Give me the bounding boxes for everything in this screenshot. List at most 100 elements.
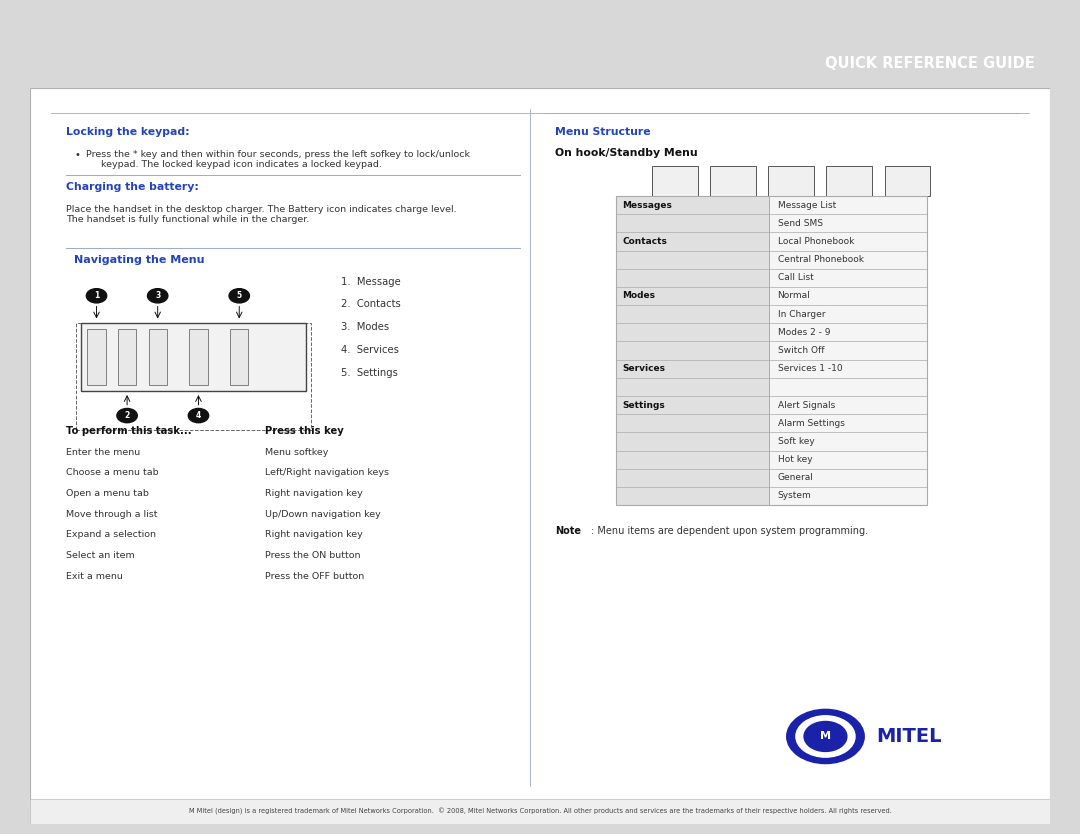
Bar <box>711 166 756 196</box>
Circle shape <box>229 289 249 303</box>
Text: 1.  Message: 1. Message <box>341 277 401 287</box>
Text: Open a menu tab: Open a menu tab <box>66 489 149 498</box>
Text: Services 1 -10: Services 1 -10 <box>778 364 842 373</box>
Text: Move through a list: Move through a list <box>66 510 158 519</box>
Text: Locking the keypad:: Locking the keypad: <box>66 127 190 137</box>
Bar <box>769 432 928 450</box>
Text: Navigating the Menu: Navigating the Menu <box>75 255 204 265</box>
Bar <box>769 341 928 359</box>
Text: Call List: Call List <box>778 274 813 282</box>
Text: 1: 1 <box>94 291 99 300</box>
Text: Up/Down navigation key: Up/Down navigation key <box>265 510 380 519</box>
Text: •: • <box>75 149 80 159</box>
Text: In Charger: In Charger <box>778 309 825 319</box>
Circle shape <box>188 409 208 423</box>
Bar <box>826 166 873 196</box>
Circle shape <box>148 289 167 303</box>
Bar <box>768 166 814 196</box>
Bar <box>617 341 769 359</box>
Bar <box>617 469 769 487</box>
Bar <box>769 450 928 469</box>
Text: MITEL: MITEL <box>877 727 942 746</box>
Bar <box>87 329 106 385</box>
Circle shape <box>86 289 107 303</box>
Text: 3: 3 <box>156 291 160 300</box>
Text: Expand a selection: Expand a selection <box>66 530 156 540</box>
Text: 4.  Services: 4. Services <box>341 345 400 355</box>
Bar <box>118 329 136 385</box>
Text: Hot key: Hot key <box>778 455 812 464</box>
Circle shape <box>796 716 855 757</box>
Bar <box>769 396 928 414</box>
Text: Contacts: Contacts <box>622 237 667 246</box>
Text: To perform this task...: To perform this task... <box>66 426 191 436</box>
Text: Charging the battery:: Charging the battery: <box>66 182 199 192</box>
Text: M: M <box>820 731 831 741</box>
Bar <box>617 305 769 324</box>
Text: Place the handset in the desktop charger. The Battery icon indicates charge leve: Place the handset in the desktop charger… <box>66 204 457 224</box>
Text: Note: Note <box>555 526 581 536</box>
Bar <box>885 166 931 196</box>
Text: Press the * key and then within four seconds, press the left sofkey to lock/unlo: Press the * key and then within four sec… <box>86 149 470 169</box>
Bar <box>617 269 769 287</box>
Text: QUICK REFERENCE GUIDE: QUICK REFERENCE GUIDE <box>825 56 1035 71</box>
Text: 2: 2 <box>124 411 130 420</box>
Text: 3.  Modes: 3. Modes <box>341 322 389 332</box>
Text: On hook/Standby Menu: On hook/Standby Menu <box>555 148 698 158</box>
Bar <box>769 469 928 487</box>
Bar <box>617 487 769 505</box>
Text: Right navigation key: Right navigation key <box>265 530 363 540</box>
Bar <box>189 329 207 385</box>
Bar <box>617 196 928 505</box>
Text: System: System <box>778 491 811 500</box>
Text: : Menu items are dependent upon system programming.: : Menu items are dependent upon system p… <box>591 526 868 536</box>
Bar <box>769 487 928 505</box>
Bar <box>617 359 769 378</box>
Bar <box>652 166 698 196</box>
Text: Normal: Normal <box>778 291 810 300</box>
Text: 5: 5 <box>237 291 242 300</box>
Text: Press the ON button: Press the ON button <box>265 551 361 560</box>
Text: 5.  Settings: 5. Settings <box>341 368 399 378</box>
Text: Exit a menu: Exit a menu <box>66 572 123 580</box>
Bar <box>769 324 928 341</box>
Bar <box>617 250 769 269</box>
Bar <box>76 323 311 430</box>
Bar <box>769 414 928 432</box>
Text: Select an item: Select an item <box>66 551 135 560</box>
Text: Left/Right navigation keys: Left/Right navigation keys <box>265 469 389 477</box>
Text: Alert Signals: Alert Signals <box>778 400 835 409</box>
Circle shape <box>117 409 137 423</box>
Bar <box>617 378 769 396</box>
Bar <box>81 323 306 390</box>
Text: Modes 2 - 9: Modes 2 - 9 <box>778 328 831 337</box>
Text: Messages: Messages <box>622 200 673 209</box>
Bar <box>617 233 769 250</box>
Text: Local Phonebook: Local Phonebook <box>778 237 854 246</box>
Text: Press the OFF button: Press the OFF button <box>265 572 364 580</box>
Bar <box>769 233 928 250</box>
Text: Message List: Message List <box>778 200 836 209</box>
Bar <box>230 329 248 385</box>
Text: General: General <box>778 474 813 482</box>
Text: Press this key: Press this key <box>265 426 343 436</box>
Bar <box>769 250 928 269</box>
Bar <box>769 359 928 378</box>
Circle shape <box>786 710 864 764</box>
Bar <box>617 450 769 469</box>
Bar <box>769 196 928 214</box>
Text: Modes: Modes <box>622 291 656 300</box>
Bar <box>617 432 769 450</box>
Bar <box>149 329 166 385</box>
Text: Central Phonebook: Central Phonebook <box>778 255 864 264</box>
Text: Right navigation key: Right navigation key <box>265 489 363 498</box>
Text: Enter the menu: Enter the menu <box>66 448 140 457</box>
Bar <box>617 196 769 214</box>
Bar <box>617 214 769 233</box>
Text: M Mitel (design) is a registered trademark of Mitel Networks Corporation.  © 200: M Mitel (design) is a registered tradema… <box>189 808 891 815</box>
Bar <box>617 396 769 414</box>
Bar <box>617 324 769 341</box>
Text: 4: 4 <box>195 411 201 420</box>
Bar <box>769 305 928 324</box>
Text: Alarm Settings: Alarm Settings <box>778 419 845 428</box>
